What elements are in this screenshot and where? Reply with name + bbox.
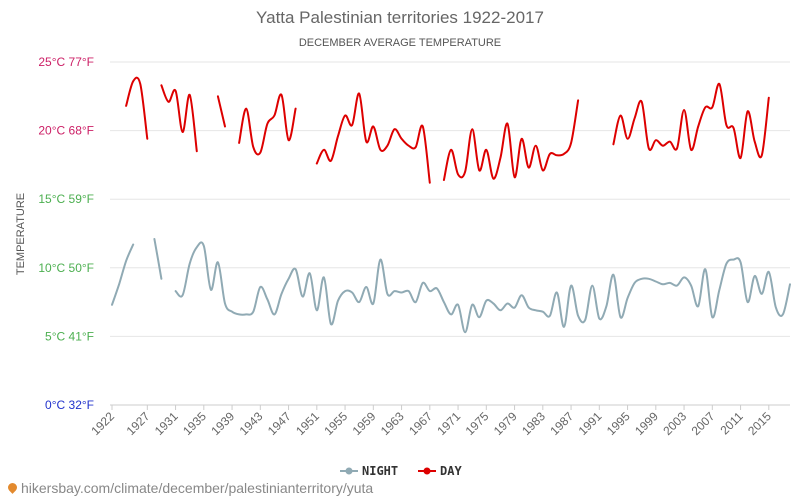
x-tick-label: 1995 <box>604 409 633 438</box>
x-tick-label: 2003 <box>660 409 689 438</box>
series-line-night <box>111 243 135 306</box>
series-line-day <box>125 76 149 140</box>
x-tick-label: 1967 <box>406 409 435 438</box>
series-lines <box>111 76 791 334</box>
y-tick-label: 0°C 32°F <box>45 398 94 412</box>
legend-swatch-dot <box>345 467 353 475</box>
series-line-day <box>442 99 580 181</box>
y-axis-label: TEMPERATURE <box>15 193 27 275</box>
x-tick-label: 1935 <box>180 409 209 438</box>
location-pin-icon <box>6 481 19 494</box>
x-tick-label: 1947 <box>265 409 294 438</box>
x-tick-label: 1922 <box>88 409 117 438</box>
legend-swatch-dot <box>423 467 431 475</box>
legend[interactable]: NIGHT DAY <box>340 464 462 478</box>
x-tick-label: 2011 <box>718 409 746 437</box>
series-line-day <box>160 84 198 153</box>
chart-title: Yatta Palestinian territories 1922-2017 <box>256 8 544 27</box>
series-line-day <box>612 82 770 160</box>
grid-lines <box>110 61 790 410</box>
x-tick-label: 1975 <box>463 409 492 438</box>
y-tick-label: 25°C 77°F <box>38 55 94 69</box>
legend-label: DAY <box>440 464 462 478</box>
y-tick-labels: 25°C 77°F 20°C 68°F 15°C 59°F 10°C 50°F 5°C … <box>38 55 94 412</box>
y-tick-label: 10°C 50°F <box>38 261 94 275</box>
x-tick-label: 2015 <box>745 409 774 438</box>
x-tick-label: 1991 <box>576 409 605 438</box>
series-line-night <box>153 238 163 280</box>
y-tick-label: 20°C 68°F <box>38 124 94 138</box>
x-tick-label: 1979 <box>491 409 520 438</box>
x-tick-label: 1927 <box>124 409 153 438</box>
x-tick-label: 1931 <box>152 409 181 438</box>
x-tick-label: 2007 <box>689 409 718 438</box>
legend-label: NIGHT <box>362 464 398 478</box>
x-tick-label: 1939 <box>208 409 237 438</box>
chart-subtitle: DECEMBER AVERAGE TEMPERATURE <box>299 37 501 49</box>
series-line-day <box>315 92 431 184</box>
x-tick-labels: 1922 1927 1931 1935 1939 1943 1947 1951 1955 1959… <box>88 409 774 438</box>
y-tick-label: 15°C 59°F <box>38 192 94 206</box>
series-line-night <box>174 241 791 334</box>
x-tick-label: 1971 <box>434 409 463 438</box>
x-tick-label: 1955 <box>321 409 350 438</box>
y-tick-label: 5°C 41°F <box>45 329 94 343</box>
footer-source[interactable]: hikersbay.com/climate/december/palestini… <box>6 480 374 496</box>
x-tick-label: 1951 <box>293 409 322 438</box>
series-line-day <box>238 93 297 156</box>
legend-item-day[interactable]: DAY <box>418 464 462 478</box>
x-tick-label: 1959 <box>350 409 379 438</box>
x-tick-label: 1963 <box>378 409 407 438</box>
legend-item-night[interactable]: NIGHT <box>340 464 398 478</box>
x-tick-label: 1999 <box>632 409 661 438</box>
x-tick-label: 1987 <box>547 409 576 438</box>
footer-link[interactable]: hikersbay.com/climate/december/palestini… <box>21 480 374 496</box>
series-line-day <box>216 95 226 128</box>
x-tick-label: 1943 <box>237 409 266 438</box>
x-tick-label: 1983 <box>519 409 548 438</box>
